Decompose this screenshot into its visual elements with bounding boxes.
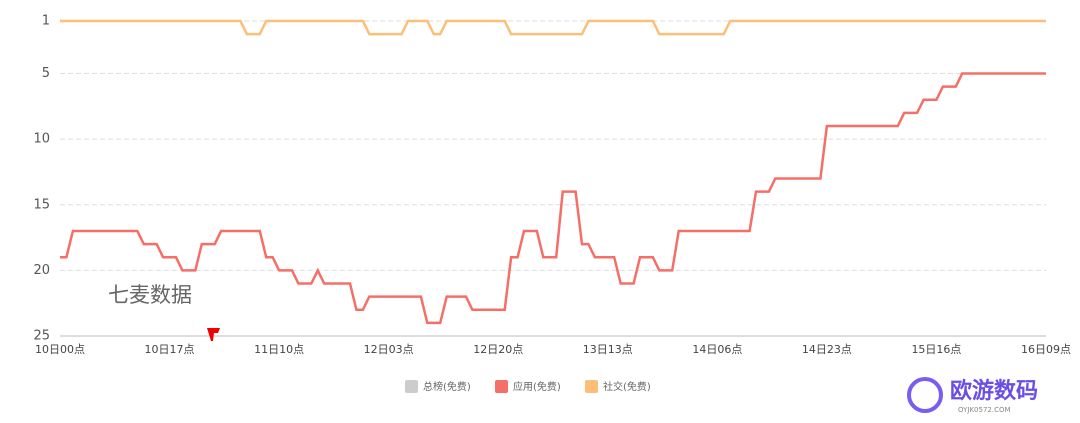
legend-swatch <box>405 380 418 393</box>
x-tick-label: 10日17点 <box>145 343 195 356</box>
x-tick-label: 12日20点 <box>473 343 523 356</box>
y-tick-label: 1 <box>42 14 50 29</box>
series-line <box>60 72 1046 325</box>
watermark: 七麦数据 <box>108 283 192 307</box>
x-tick-label: 13日13点 <box>583 343 633 356</box>
legend-swatch <box>495 380 508 393</box>
flag-marker <box>207 328 220 341</box>
x-tick-label: 11日10点 <box>254 343 304 356</box>
legend-label: 社交(免费) <box>603 380 651 393</box>
legend-label: 应用(免费) <box>513 380 561 393</box>
legend-swatch <box>585 380 598 393</box>
logo: 欧游数码 OYJK0572.COM <box>880 368 1078 422</box>
x-tick-label: 16日09点 <box>1021 343 1071 356</box>
logo-icon <box>907 377 943 413</box>
y-tick-label: 15 <box>33 197 50 212</box>
x-tick-label: 10日00点 <box>35 343 85 356</box>
series-line <box>60 19 1046 36</box>
x-tick-label: 15日16点 <box>911 343 961 356</box>
y-tick-label: 20 <box>33 263 50 278</box>
logo-subtitle: OYJK0572.COM <box>958 406 1011 414</box>
y-tick-label: 10 <box>33 132 50 147</box>
y-tick-label: 25 <box>33 329 50 344</box>
legend-label: 总榜(免费) <box>423 380 471 393</box>
x-tick-label: 14日06点 <box>692 343 742 356</box>
x-tick-label: 14日23点 <box>802 343 852 356</box>
y-tick-label: 5 <box>42 66 50 81</box>
x-tick-label: 12日03点 <box>364 343 414 356</box>
logo-title: 欧游数码 <box>950 378 1038 404</box>
